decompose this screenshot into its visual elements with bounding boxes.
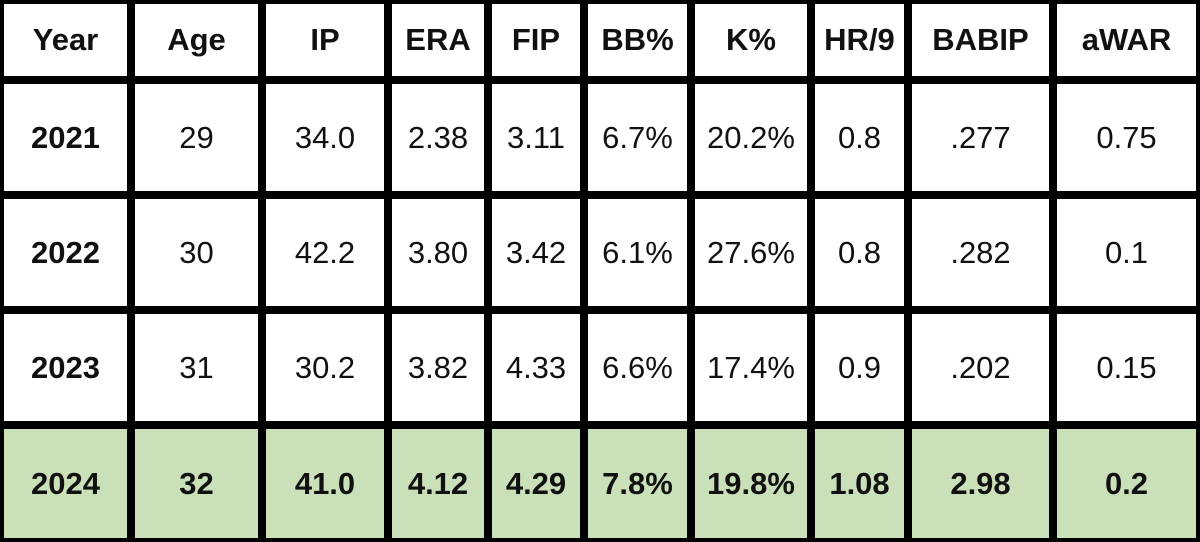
cell-era: 3.80: [388, 195, 488, 310]
table-row: 2022 30 42.2 3.80 3.42 6.1% 27.6% 0.8 .2…: [0, 195, 1200, 310]
cell-fip: 3.11: [488, 80, 584, 195]
cell-year: 2021: [0, 80, 131, 195]
header-awar: aWAR: [1053, 0, 1200, 80]
cell-k-pct: 27.6%: [691, 195, 811, 310]
cell-age: 31: [131, 310, 262, 425]
cell-era: 4.12: [388, 425, 488, 542]
cell-awar: 0.15: [1053, 310, 1200, 425]
header-year: Year: [0, 0, 131, 80]
header-k-pct: K%: [691, 0, 811, 80]
table-row-highlighted: 2024 32 41.0 4.12 4.29 7.8% 19.8% 1.08 2…: [0, 425, 1200, 542]
cell-fip: 4.29: [488, 425, 584, 542]
cell-hr9: 0.9: [811, 310, 908, 425]
header-row: Year Age IP ERA FIP BB% K% HR/9 BABIP aW…: [0, 0, 1200, 80]
header-hr9: HR/9: [811, 0, 908, 80]
cell-ip: 41.0: [262, 425, 388, 542]
cell-fip: 4.33: [488, 310, 584, 425]
cell-ip: 34.0: [262, 80, 388, 195]
cell-babip: .282: [908, 195, 1053, 310]
header-fip: FIP: [488, 0, 584, 80]
cell-babip: .277: [908, 80, 1053, 195]
cell-year: 2023: [0, 310, 131, 425]
cell-ip: 42.2: [262, 195, 388, 310]
cell-babip: 2.98: [908, 425, 1053, 542]
header-era: ERA: [388, 0, 488, 80]
cell-age: 32: [131, 425, 262, 542]
cell-year: 2022: [0, 195, 131, 310]
header-age: Age: [131, 0, 262, 80]
cell-awar: 0.2: [1053, 425, 1200, 542]
cell-fip: 3.42: [488, 195, 584, 310]
cell-awar: 0.75: [1053, 80, 1200, 195]
table-row: 2023 31 30.2 3.82 4.33 6.6% 17.4% 0.9 .2…: [0, 310, 1200, 425]
table-row: 2021 29 34.0 2.38 3.11 6.7% 20.2% 0.8 .2…: [0, 80, 1200, 195]
cell-ip: 30.2: [262, 310, 388, 425]
cell-k-pct: 19.8%: [691, 425, 811, 542]
cell-era: 2.38: [388, 80, 488, 195]
cell-babip: .202: [908, 310, 1053, 425]
cell-bb-pct: 6.6%: [584, 310, 691, 425]
cell-k-pct: 17.4%: [691, 310, 811, 425]
cell-year: 2024: [0, 425, 131, 542]
cell-bb-pct: 6.1%: [584, 195, 691, 310]
header-babip: BABIP: [908, 0, 1053, 80]
header-bb-pct: BB%: [584, 0, 691, 80]
cell-hr9: 0.8: [811, 195, 908, 310]
header-ip: IP: [262, 0, 388, 80]
cell-bb-pct: 6.7%: [584, 80, 691, 195]
cell-era: 3.82: [388, 310, 488, 425]
cell-bb-pct: 7.8%: [584, 425, 691, 542]
cell-age: 30: [131, 195, 262, 310]
cell-hr9: 0.8: [811, 80, 908, 195]
cell-hr9: 1.08: [811, 425, 908, 542]
cell-awar: 0.1: [1053, 195, 1200, 310]
cell-k-pct: 20.2%: [691, 80, 811, 195]
cell-age: 29: [131, 80, 262, 195]
